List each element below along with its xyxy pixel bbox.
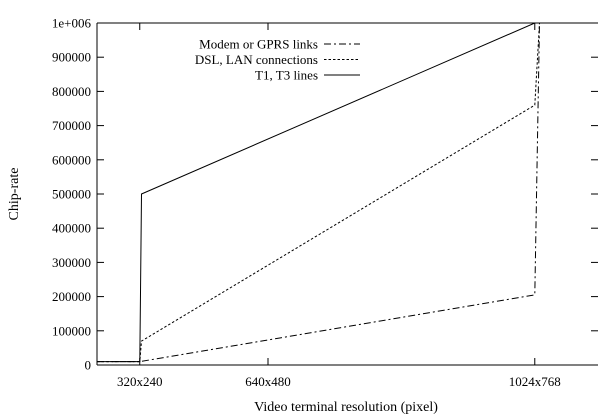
series-lines — [97, 22, 598, 363]
legend-label: DSL, LAN connections — [195, 52, 318, 67]
legend-label: T1, T3 lines — [255, 68, 318, 83]
y-tick-label: 700000 — [52, 118, 91, 133]
y-tick-label: 600000 — [52, 152, 91, 167]
x-tick-label: 1024x768 — [509, 374, 561, 389]
y-tick-label: 200000 — [52, 289, 91, 304]
y-tick-label: 900000 — [52, 50, 91, 65]
y-axis-ticks: 0 100000 200000 300000 400000 500000 600000 700… — [52, 16, 598, 373]
y-axis-title: Chip-rate — [7, 168, 22, 221]
y-tick-label: 100000 — [52, 323, 91, 338]
series-line-1 — [97, 22, 598, 363]
series-line-2 — [97, 22, 598, 363]
y-tick-label: 800000 — [52, 84, 91, 99]
x-tick-label: 320x240 — [117, 374, 163, 389]
y-tick-label: 400000 — [52, 221, 91, 236]
y-tick-label: 1e+006 — [52, 16, 92, 31]
y-tick-label: 0 — [85, 358, 92, 373]
legend-label: Modem or GPRS links — [199, 37, 318, 52]
x-axis-title: Video terminal resolution (pixel) — [254, 400, 438, 415]
x-tick-label: 640x480 — [245, 374, 291, 389]
y-tick-label: 500000 — [52, 187, 91, 202]
y-tick-label: 300000 — [52, 255, 91, 270]
series-line-3 — [97, 22, 598, 363]
x-axis-ticks: 320x240 640x480 1024x768 — [117, 23, 561, 389]
plot-frame-group — [96, 22, 598, 366]
